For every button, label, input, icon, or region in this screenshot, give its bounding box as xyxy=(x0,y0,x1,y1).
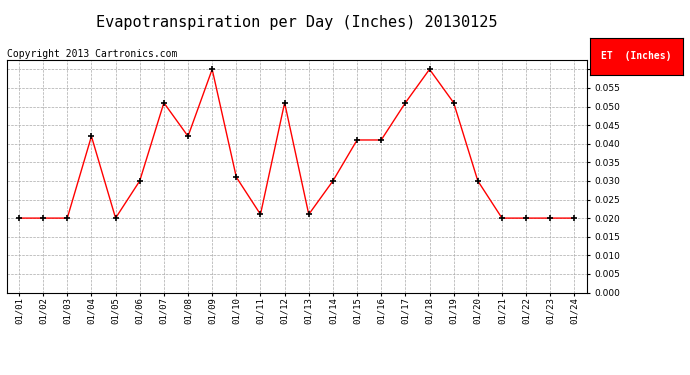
Text: ET  (Inches): ET (Inches) xyxy=(601,51,672,61)
Text: Evapotranspiration per Day (Inches) 20130125: Evapotranspiration per Day (Inches) 2013… xyxy=(96,15,497,30)
Text: Copyright 2013 Cartronics.com: Copyright 2013 Cartronics.com xyxy=(7,49,177,59)
